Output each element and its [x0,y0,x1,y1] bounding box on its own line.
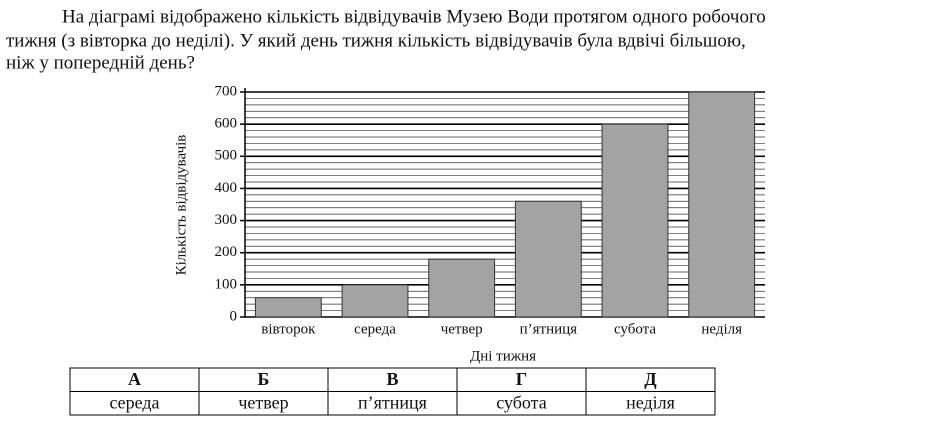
bar [688,91,756,318]
x-tick-label: п’ятниця [520,321,578,337]
y-axis-label: Кількість відвідувачів [173,135,189,276]
question-line: тижня (з вівторка до неділі). У який ден… [6,30,746,51]
y-tick-label: 100 [215,276,238,292]
table-header: Г [516,369,527,389]
bar [514,200,582,318]
table-header: В [386,369,398,389]
table-cell-text: середа [109,392,159,412]
table-header: А [128,369,141,389]
bar [601,123,669,318]
y-tick-label: 400 [215,180,238,196]
y-tick-label: 0 [230,308,238,324]
y-tick-label: 700 [215,83,238,99]
table-cell-text: неділя [626,392,675,412]
bar [341,284,409,318]
x-axis-label: Дні тижня [470,348,536,364]
table-cell-text: четвер [238,392,288,412]
question-line: ніж у попередній день? [6,52,195,73]
table-cell-text: субота [496,392,547,412]
y-tick-label: 600 [215,116,238,132]
table-cell [585,391,716,416]
table-header: Д [644,369,657,389]
bar [428,258,496,318]
y-tick-label: 200 [215,244,238,260]
question-line: На діаграмі відображено кількість відвід… [62,6,766,27]
table-header: Б [258,369,270,389]
y-tick-label: 500 [215,148,238,164]
bar [254,297,322,318]
x-tick-label: субота [614,321,656,337]
y-tick-label: 300 [215,212,238,228]
x-tick-label: середа [354,321,396,337]
x-tick-label: неділя [701,321,742,337]
x-tick-label: вівторок [261,321,316,337]
x-tick-label: четвер [441,321,483,337]
table-cell-text: п’ятниця [358,392,427,412]
